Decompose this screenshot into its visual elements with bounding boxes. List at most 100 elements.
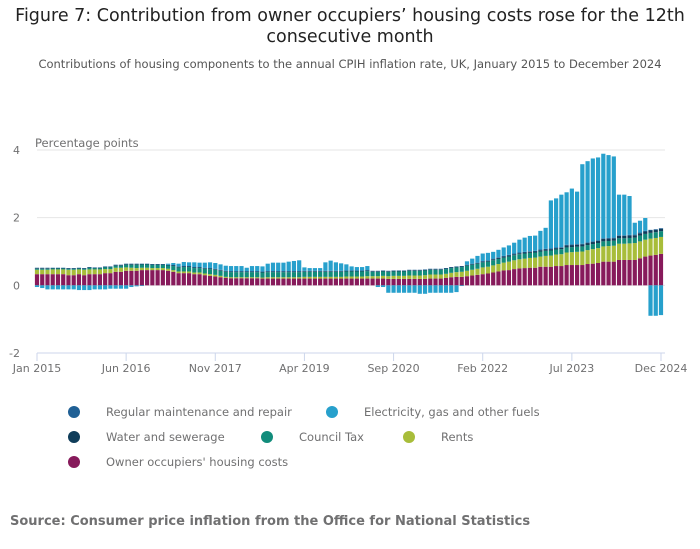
bar-segment[interactable] bbox=[318, 276, 323, 279]
bar-segment[interactable] bbox=[407, 278, 412, 286]
bar-segment[interactable] bbox=[244, 267, 249, 272]
bar-segment[interactable] bbox=[632, 222, 637, 235]
bar-segment[interactable] bbox=[407, 285, 412, 293]
bar-segment[interactable] bbox=[286, 278, 291, 286]
bar-segment[interactable] bbox=[171, 263, 176, 266]
bar-segment[interactable] bbox=[575, 251, 580, 266]
bar-segment[interactable] bbox=[522, 252, 527, 254]
bar-segment[interactable] bbox=[276, 277, 281, 279]
bar-segment[interactable] bbox=[616, 243, 622, 260]
bar-segment[interactable] bbox=[449, 285, 454, 293]
bar-segment[interactable] bbox=[213, 268, 218, 270]
bar-segment[interactable] bbox=[160, 268, 165, 271]
bar-segment[interactable] bbox=[218, 269, 223, 271]
bar-segment[interactable] bbox=[234, 271, 239, 273]
bar-segment[interactable] bbox=[491, 272, 496, 286]
bar-segment[interactable] bbox=[616, 259, 622, 286]
bar-segment[interactable] bbox=[61, 274, 66, 286]
bar-segment[interactable] bbox=[407, 269, 412, 271]
bar-segment[interactable] bbox=[108, 266, 113, 267]
bar-segment[interactable] bbox=[270, 262, 276, 272]
bar-segment[interactable] bbox=[658, 285, 664, 316]
bar-segment[interactable] bbox=[207, 262, 213, 269]
bar-segment[interactable] bbox=[40, 267, 45, 269]
bar-segment[interactable] bbox=[475, 255, 480, 263]
bar-segment[interactable] bbox=[66, 285, 71, 290]
bar-segment[interactable] bbox=[328, 260, 333, 271]
bar-segment[interactable] bbox=[103, 266, 108, 267]
bar-segment[interactable] bbox=[417, 270, 422, 271]
bar-segment[interactable] bbox=[401, 278, 407, 286]
bar-segment[interactable] bbox=[260, 266, 265, 272]
bar-segment[interactable] bbox=[291, 278, 297, 286]
bar-segment[interactable] bbox=[339, 278, 344, 286]
bar-segment[interactable] bbox=[113, 265, 118, 268]
bar-segment[interactable] bbox=[401, 271, 407, 276]
bar-segment[interactable] bbox=[533, 250, 538, 252]
bar-segment[interactable] bbox=[291, 271, 297, 272]
bar-segment[interactable] bbox=[601, 241, 606, 247]
bar-segment[interactable] bbox=[354, 270, 359, 271]
bar-segment[interactable] bbox=[491, 259, 496, 261]
bar-segment[interactable] bbox=[380, 271, 386, 276]
bar-segment[interactable] bbox=[307, 278, 312, 286]
bar-segment[interactable] bbox=[145, 267, 150, 271]
bar-segment[interactable] bbox=[165, 264, 171, 266]
bar-segment[interactable] bbox=[637, 220, 643, 233]
bar-segment[interactable] bbox=[239, 266, 244, 272]
bar-segment[interactable] bbox=[611, 240, 616, 246]
bar-segment[interactable] bbox=[302, 267, 307, 271]
bar-segment[interactable] bbox=[622, 235, 627, 236]
bar-segment[interactable] bbox=[622, 235, 627, 239]
bar-segment[interactable] bbox=[496, 257, 501, 259]
bar-segment[interactable] bbox=[297, 271, 302, 272]
bar-segment[interactable] bbox=[517, 259, 522, 269]
bar-segment[interactable] bbox=[606, 246, 611, 262]
bar-segment[interactable] bbox=[286, 271, 291, 273]
bar-segment[interactable] bbox=[234, 278, 239, 286]
bar-segment[interactable] bbox=[569, 265, 574, 286]
bar-segment[interactable] bbox=[569, 252, 574, 266]
bar-segment[interactable] bbox=[71, 269, 76, 276]
bar-segment[interactable] bbox=[349, 278, 354, 286]
bar-segment[interactable] bbox=[255, 266, 260, 272]
bar-segment[interactable] bbox=[627, 196, 632, 235]
bar-segment[interactable] bbox=[223, 270, 228, 272]
bar-segment[interactable] bbox=[595, 157, 601, 241]
bar-segment[interactable] bbox=[145, 270, 150, 286]
bar-segment[interactable] bbox=[501, 255, 506, 257]
bar-segment[interactable] bbox=[45, 268, 50, 270]
bar-segment[interactable] bbox=[108, 269, 113, 274]
bar-segment[interactable] bbox=[464, 261, 470, 265]
bar-segment[interactable] bbox=[302, 270, 307, 272]
bar-segment[interactable] bbox=[501, 247, 506, 256]
bar-segment[interactable] bbox=[171, 271, 176, 286]
bar-segment[interactable] bbox=[632, 237, 637, 244]
bar-segment[interactable] bbox=[370, 270, 375, 272]
bar-segment[interactable] bbox=[370, 276, 375, 279]
bar-segment[interactable] bbox=[475, 263, 480, 269]
bar-segment[interactable] bbox=[354, 271, 359, 277]
bar-segment[interactable] bbox=[139, 264, 144, 268]
bar-segment[interactable] bbox=[50, 268, 55, 270]
bar-segment[interactable] bbox=[202, 268, 207, 269]
bar-segment[interactable] bbox=[270, 277, 276, 279]
bar-segment[interactable] bbox=[291, 260, 297, 272]
bar-segment[interactable] bbox=[124, 270, 129, 286]
bar-segment[interactable] bbox=[281, 272, 286, 278]
bar-segment[interactable] bbox=[197, 267, 202, 268]
bar-segment[interactable] bbox=[281, 271, 286, 273]
bar-segment[interactable] bbox=[601, 153, 606, 239]
bar-segment[interactable] bbox=[249, 266, 255, 272]
bar-segment[interactable] bbox=[92, 269, 97, 275]
bar-segment[interactable] bbox=[134, 270, 139, 286]
bar-segment[interactable] bbox=[113, 267, 118, 272]
bar-segment[interactable] bbox=[186, 267, 192, 272]
bar-segment[interactable] bbox=[485, 260, 491, 261]
bar-segment[interactable] bbox=[632, 234, 637, 236]
bar-segment[interactable] bbox=[66, 268, 71, 269]
bar-segment[interactable] bbox=[485, 273, 491, 286]
bar-segment[interactable] bbox=[480, 274, 485, 286]
bar-segment[interactable] bbox=[249, 271, 255, 273]
bar-segment[interactable] bbox=[428, 268, 433, 270]
